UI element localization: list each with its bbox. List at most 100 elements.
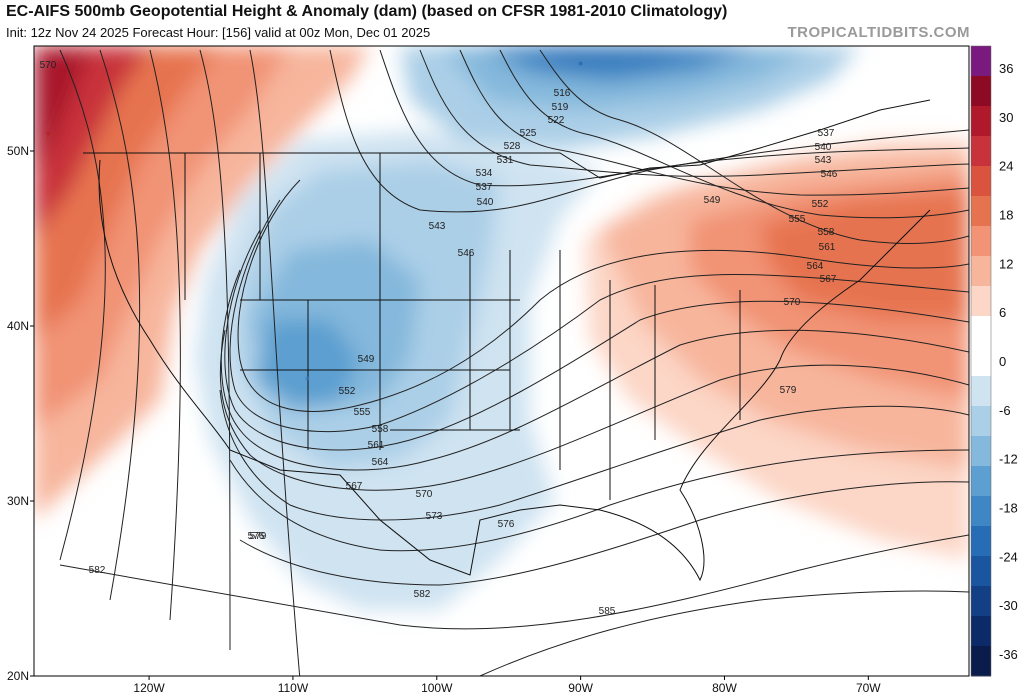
colorbar-tick-label: 18 xyxy=(999,208,1013,223)
contour-label: 564 xyxy=(807,261,824,272)
map-subtitle: Init: 12z Nov 24 2025 Forecast Hour: [15… xyxy=(6,25,431,40)
contour-label: 558 xyxy=(818,227,835,238)
contour-label: 561 xyxy=(368,440,385,451)
colorbar-frame xyxy=(970,45,992,677)
colorbar-swatch xyxy=(971,256,991,287)
contour-label: 558 xyxy=(372,424,389,435)
contour-label: 543 xyxy=(429,221,446,232)
contour-label: 579 xyxy=(250,531,267,542)
map-frame xyxy=(33,45,970,677)
contour-label: 582 xyxy=(89,565,106,576)
colorbar-tick-label: 36 xyxy=(999,61,1013,76)
colorbar-tick-label: 30 xyxy=(999,110,1013,125)
colorbar-swatch xyxy=(971,316,991,347)
lon-label: 90W xyxy=(568,681,593,695)
source-credit: TROPICALTIDBITS.COM xyxy=(787,24,970,41)
colorbar-tick-label: 6 xyxy=(999,305,1006,320)
contour-label: 567 xyxy=(820,274,837,285)
colorbar-tick-label: -6 xyxy=(999,403,1011,418)
lat-label: 30N xyxy=(7,494,29,508)
contour-label: 546 xyxy=(458,248,475,259)
contour-label: 540 xyxy=(815,142,832,153)
colorbar-swatch xyxy=(971,46,991,77)
latitude-labels: 50N 40N 30N 20N xyxy=(7,144,34,683)
contour-label: 543 xyxy=(815,155,832,166)
contour-label: 552 xyxy=(812,199,829,210)
colorbar-swatch xyxy=(971,646,991,677)
colorbar-swatch xyxy=(971,196,991,227)
contour-label: 555 xyxy=(354,407,371,418)
colorbar-swatch xyxy=(971,226,991,257)
contour-label: 537 xyxy=(818,128,835,139)
political-boundaries xyxy=(83,99,931,582)
trough-center xyxy=(305,376,310,381)
contour-label: 525 xyxy=(520,128,537,139)
colorbar-swatch xyxy=(971,166,991,197)
colorbar-swatch xyxy=(971,616,991,647)
contour-label: 549 xyxy=(704,195,721,206)
lat-label: 20N xyxy=(7,669,29,683)
lon-label: 110W xyxy=(278,681,309,695)
lon-label: 120W xyxy=(133,681,165,695)
colorbar-tick-label: -30 xyxy=(999,598,1018,613)
colorbar-tick-label: -12 xyxy=(999,452,1018,467)
contour-label: 531 xyxy=(497,155,514,166)
contour-label: 537 xyxy=(476,182,493,193)
contour-label: 585 xyxy=(599,606,616,617)
lon-label: 70W xyxy=(856,681,881,695)
contour-label: 549 xyxy=(358,354,375,365)
ridge-center xyxy=(780,289,784,293)
contour-labels: 516 519 522 525 528 531 534 537 540 543 546 549 552 5… xyxy=(40,60,838,617)
contour-label: 546 xyxy=(821,169,838,180)
contour-label: 519 xyxy=(552,102,569,113)
ridge-center xyxy=(46,131,51,136)
contour-label: 570 xyxy=(40,60,57,71)
contour-label: 579 xyxy=(780,385,797,396)
contour-label: 564 xyxy=(372,457,389,468)
longitude-labels: 120W 110W 100W 90W 80W 70W xyxy=(133,676,881,695)
colorbar-swatch xyxy=(971,436,991,467)
colorbar-tick-label: 24 xyxy=(999,159,1013,174)
colorbar-tick-label: 12 xyxy=(999,256,1013,271)
contour-label: 567 xyxy=(346,481,363,492)
contour-label: 534 xyxy=(476,168,493,179)
contour-label: 540 xyxy=(477,197,494,208)
colorbar-swatch xyxy=(971,106,991,137)
map-title: EC-AIFS 500mb Geopotential Height & Anom… xyxy=(6,3,728,20)
contour-label: 561 xyxy=(819,242,836,253)
colorbar-tick-label: -36 xyxy=(999,647,1018,662)
lat-label: 50N xyxy=(7,144,29,158)
contour-label: 576 xyxy=(248,531,265,542)
colorbar-swatch xyxy=(971,496,991,527)
colorbar-swatch xyxy=(971,526,991,557)
contour-label: 516 xyxy=(554,88,571,99)
colorbar-swatch xyxy=(971,376,991,407)
contour-label: 582 xyxy=(414,589,431,600)
colorbar-tick-label: -18 xyxy=(999,501,1018,516)
colorbar: 36 30 24 18 12 6 0 -6 -12 -18 -24 -30 -36 xyxy=(970,45,1018,677)
contour-label: 570 xyxy=(416,489,433,500)
colorbar-swatch xyxy=(971,466,991,497)
colorbar-tick-label: -24 xyxy=(999,549,1018,564)
contour-label: 570 xyxy=(784,297,801,308)
contour-label: 555 xyxy=(789,214,806,225)
colorbar-swatch xyxy=(971,346,991,377)
contour-label: 528 xyxy=(504,141,521,152)
colorbar-swatch xyxy=(971,406,991,437)
lon-label: 80W xyxy=(712,681,737,695)
lat-label: 40N xyxy=(7,319,29,333)
contour-label: 552 xyxy=(339,386,356,397)
lon-label: 100W xyxy=(421,681,453,695)
contour-label: 573 xyxy=(426,511,443,522)
height-contours xyxy=(59,49,969,676)
colorbar-swatch xyxy=(971,76,991,107)
contour-label: 576 xyxy=(498,519,515,530)
colorbar-swatch xyxy=(971,586,991,617)
colorbar-swatch xyxy=(971,286,991,317)
colorbar-swatch xyxy=(971,556,991,587)
trough-center xyxy=(578,61,583,66)
contour-label: 522 xyxy=(548,115,565,126)
colorbar-tick-label: 0 xyxy=(999,354,1006,369)
colorbar-swatch xyxy=(971,136,991,167)
